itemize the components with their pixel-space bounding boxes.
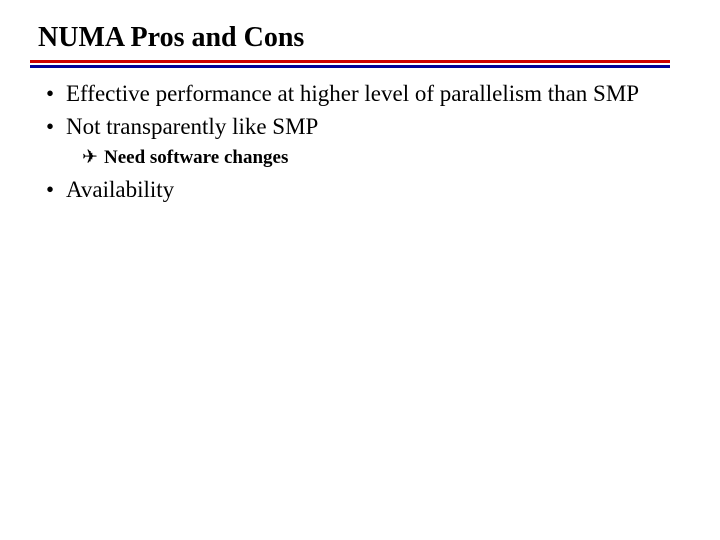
slide: NUMA Pros and Cons • Effective performan… <box>0 0 720 205</box>
bullet-text: Not transparently like SMP <box>66 113 690 142</box>
list-item: • Not transparently like SMP <box>44 113 690 142</box>
slide-title: NUMA Pros and Cons <box>38 22 690 54</box>
list-item: • Effective performance at higher level … <box>44 80 690 109</box>
bullet-marker: • <box>44 113 66 142</box>
bullet-marker: • <box>44 80 66 109</box>
bullet-text: Need software changes <box>104 146 690 171</box>
slide-content: • Effective performance at higher level … <box>38 68 690 205</box>
bullet-text: Effective performance at higher level of… <box>66 80 690 109</box>
bullet-marker: • <box>44 176 66 205</box>
bullet-marker: ✈ <box>82 146 104 171</box>
title-underline <box>30 60 670 68</box>
list-item-sub: ✈ Need software changes <box>82 146 690 171</box>
list-item: • Availability <box>44 176 690 205</box>
bullet-text: Availability <box>66 176 690 205</box>
